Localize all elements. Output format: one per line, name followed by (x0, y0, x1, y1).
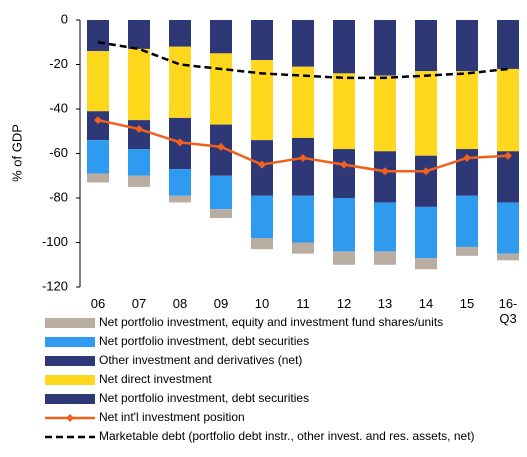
y-tick-label: -40 (49, 100, 68, 115)
bar-segment (210, 20, 232, 54)
x-tick-label: 07 (131, 296, 147, 311)
bar-segment (374, 202, 396, 252)
x-tick-label: 15 (459, 296, 475, 311)
bar-segment (456, 20, 478, 72)
bar-segment (415, 71, 437, 156)
x-tick-label: 06 (90, 296, 106, 311)
x-tick-label: 09 (213, 296, 229, 311)
line-marker (422, 167, 430, 176)
bar-segment (251, 238, 273, 250)
bar-segment (497, 151, 519, 203)
bar-segment (292, 137, 314, 196)
bar-segment (333, 198, 355, 252)
bar-segment (374, 75, 396, 152)
legend-swatch (45, 337, 95, 347)
line-marker (135, 125, 143, 134)
bar-segment (333, 251, 355, 265)
line-marker (340, 160, 348, 169)
x-tick-label: 08 (172, 296, 188, 311)
line-marker (94, 116, 102, 125)
line-marker (258, 160, 266, 169)
y-tick-label: -80 (49, 189, 68, 204)
bar-segment (456, 246, 478, 256)
line-marker (176, 138, 184, 147)
bar-segment (456, 71, 478, 150)
y-tick-label: -120 (42, 278, 68, 293)
line-marker (504, 151, 512, 160)
x-tick-label: 12 (336, 296, 352, 311)
legend-label: Net direct investment (99, 372, 212, 386)
bar-segment (210, 175, 232, 210)
line-marker (381, 167, 389, 176)
line-marker (463, 153, 471, 162)
bar-segment (128, 120, 150, 150)
bar-segment (374, 20, 396, 76)
legend-label: Net portfolio investment, debt securitie… (99, 334, 309, 348)
bar-segment (374, 151, 396, 203)
bar-segment (333, 73, 355, 150)
bar-segment (128, 48, 150, 121)
bar-segment (374, 251, 396, 265)
bar-segment (128, 20, 150, 49)
bar-segment (169, 46, 191, 118)
legend-swatch (45, 318, 95, 328)
legend-label: Marketable debt (portfolio debt instr., … (99, 429, 475, 443)
bar-segment (128, 175, 150, 187)
bar-segment (333, 149, 355, 198)
x-tick-label: 11 (296, 296, 310, 311)
legend-label: Net portfolio investment, debt securitie… (99, 391, 309, 405)
legend-swatch (45, 394, 95, 404)
x-tick-label: 10 (254, 296, 270, 311)
y-tick-label: -100 (42, 234, 68, 249)
bar-segment (497, 68, 519, 152)
x-tick-label: 13 (377, 296, 393, 311)
x-tick-label: 16-Q3 (498, 296, 518, 326)
line-marker (217, 142, 225, 151)
bar-segment (169, 195, 191, 203)
line-marker (299, 153, 307, 162)
legend-label: Net portfolio investment, equity and inv… (99, 315, 443, 329)
bar-segment (87, 173, 109, 183)
bar-segment (87, 111, 109, 141)
bar-segment (210, 209, 232, 219)
bar-segment (333, 20, 355, 74)
bar-segment (497, 253, 519, 261)
bar-segment (456, 195, 478, 247)
bar-segment (210, 53, 232, 125)
bar-segment (497, 202, 519, 254)
bar-segment (497, 20, 519, 69)
bar-segment (87, 140, 109, 174)
bar-segment (415, 20, 437, 72)
bar-segment (87, 20, 109, 52)
legend-swatch (45, 375, 95, 385)
bar-segment (415, 258, 437, 270)
legend-label: Other investment and derivatives (net) (99, 353, 302, 367)
bar-segment (292, 195, 314, 243)
bar-segment (292, 242, 314, 254)
bar-segment (251, 60, 273, 141)
bar-segment (292, 20, 314, 67)
legend-label: Net int'l investment position (99, 410, 245, 424)
y-tick-label: -60 (49, 145, 68, 160)
y-tick-label: 0 (61, 11, 68, 26)
bar-segment (251, 20, 273, 61)
legend-swatch (45, 356, 95, 366)
bar-segment (87, 51, 109, 112)
bar-segment (292, 66, 314, 138)
y-axis-label: % of GDP (9, 124, 24, 182)
bar-segment (251, 195, 273, 239)
line (97, 41, 509, 80)
bar-segment (415, 206, 437, 259)
legend-marker (66, 414, 74, 422)
bar-segment (128, 149, 150, 176)
x-tick-label: 14 (418, 296, 434, 311)
y-tick-label: -20 (49, 56, 68, 71)
bar-segment (169, 169, 191, 196)
bar-segment (415, 155, 437, 207)
bar-segment (169, 20, 191, 47)
